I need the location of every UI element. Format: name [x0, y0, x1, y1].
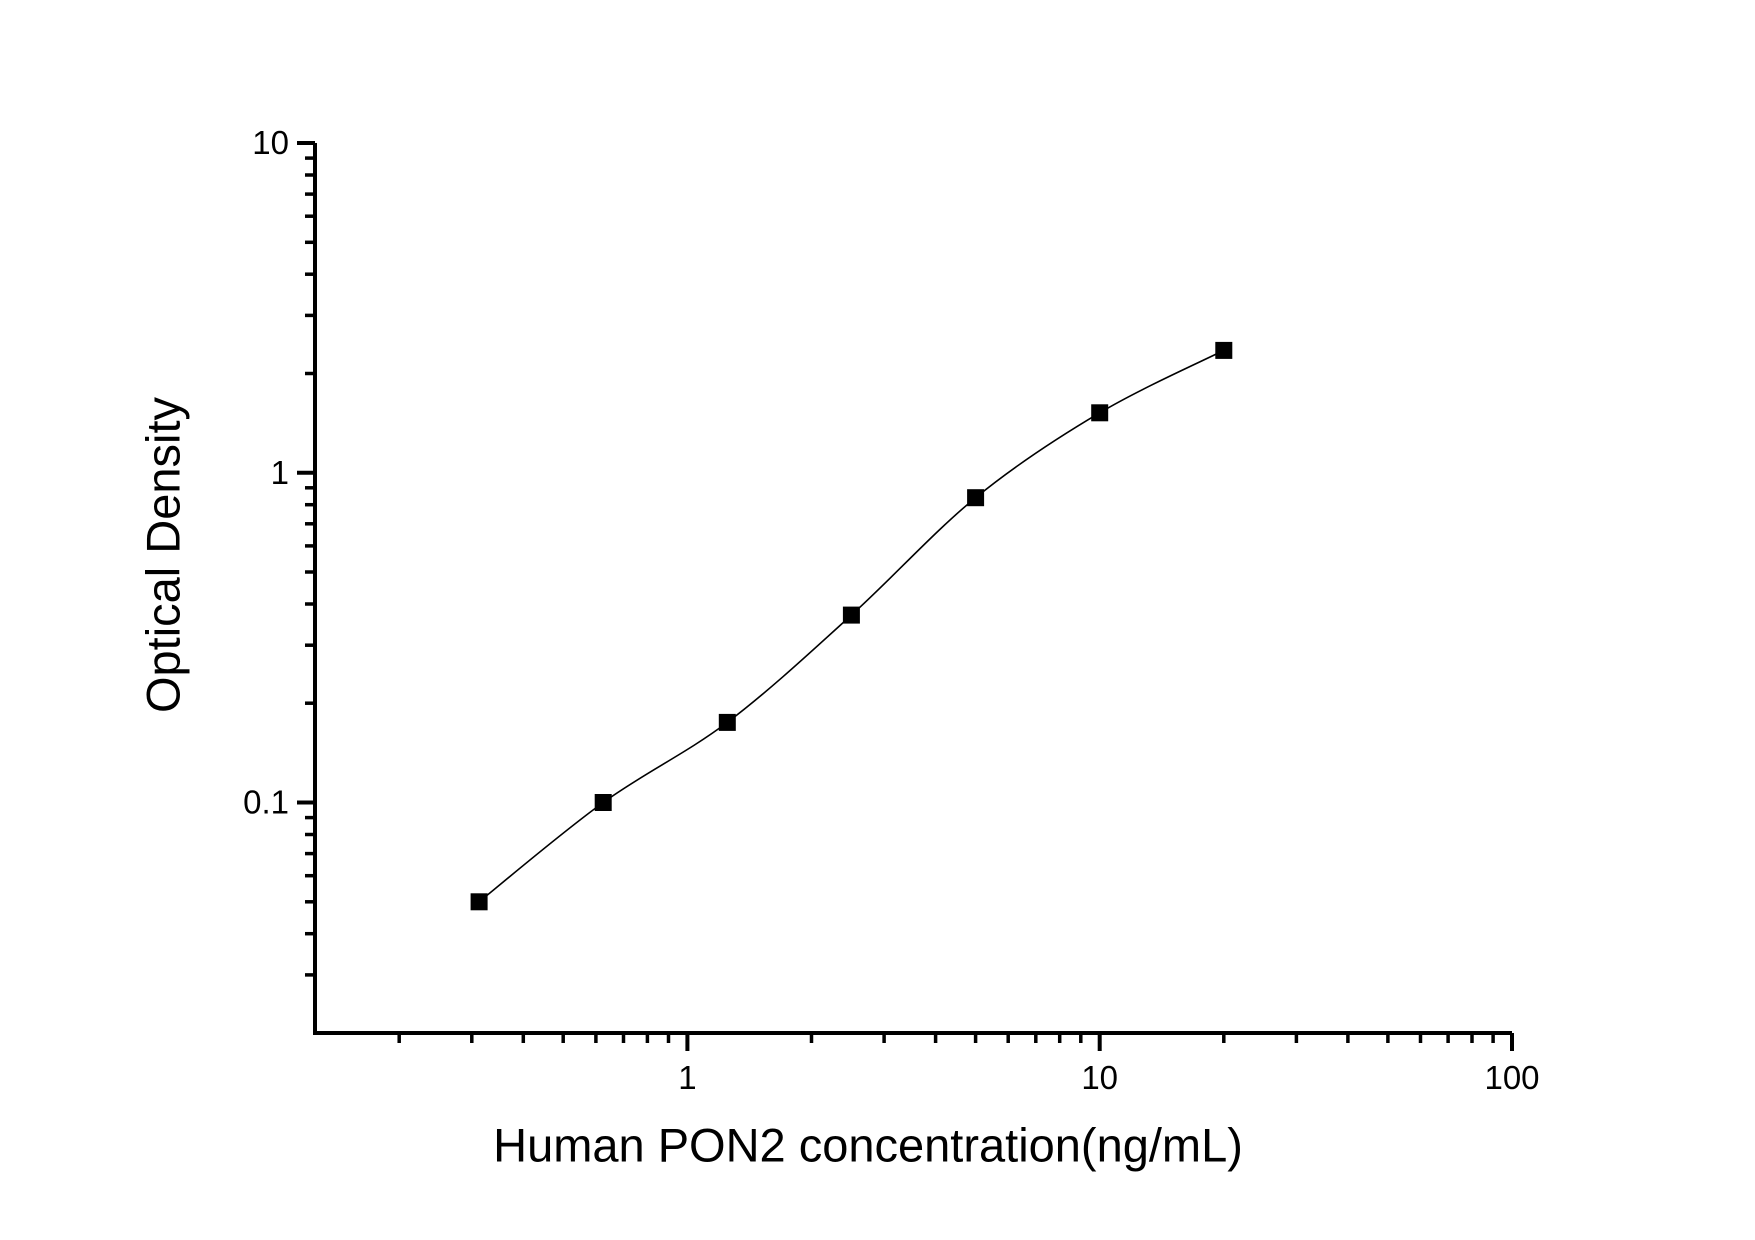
- x-tick-label: 10: [1081, 1059, 1118, 1096]
- x-axis-title: Human PON2 concentration(ng/mL): [493, 1118, 1243, 1172]
- data-point-marker: [967, 489, 985, 507]
- data-point-marker: [718, 713, 736, 731]
- y-tick-label: 10: [252, 124, 289, 161]
- data-point-marker: [1215, 341, 1233, 359]
- data-point-marker: [594, 794, 612, 811]
- fit-curve: [478, 349, 1225, 903]
- y-axis-title: Optical Density: [136, 396, 190, 714]
- data-point-marker: [470, 893, 488, 911]
- y-tick-label: 0.1: [243, 784, 289, 821]
- x-tick-label: 1: [678, 1059, 696, 1096]
- y-tick-label: 1: [271, 454, 289, 491]
- data-point-marker: [842, 606, 860, 624]
- x-tick-label: 100: [1484, 1059, 1539, 1096]
- data-point-marker: [1091, 404, 1109, 422]
